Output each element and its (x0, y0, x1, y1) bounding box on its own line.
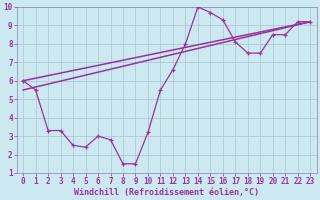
X-axis label: Windchill (Refroidissement éolien,°C): Windchill (Refroidissement éolien,°C) (74, 188, 259, 197)
